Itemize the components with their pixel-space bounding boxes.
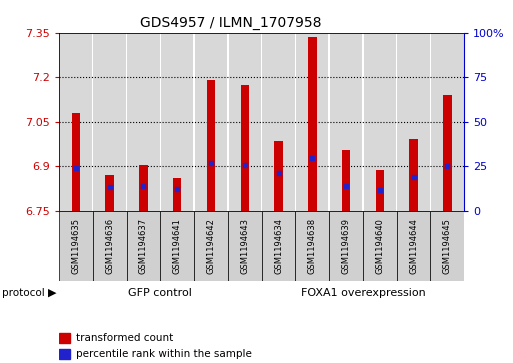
Text: GSM1194641: GSM1194641 [173, 218, 182, 274]
Bar [59, 349, 70, 359]
Bar [72, 113, 80, 211]
Bar [93, 33, 126, 211]
FancyBboxPatch shape [93, 211, 127, 281]
FancyBboxPatch shape [295, 211, 329, 281]
Text: GFP control: GFP control [128, 288, 192, 298]
Bar [342, 150, 350, 211]
Text: transformed count: transformed count [75, 333, 173, 343]
Bar [262, 33, 295, 211]
Bar [161, 33, 193, 211]
Bar [443, 95, 451, 211]
Text: GSM1194645: GSM1194645 [443, 218, 452, 274]
Bar [207, 80, 215, 211]
FancyBboxPatch shape [397, 211, 430, 281]
Text: protocol: protocol [2, 288, 44, 298]
Text: GSM1194640: GSM1194640 [376, 218, 384, 274]
Text: GSM1194638: GSM1194638 [308, 218, 317, 274]
Bar [106, 175, 114, 211]
Bar [241, 85, 249, 211]
FancyBboxPatch shape [430, 211, 464, 281]
Bar [398, 33, 430, 211]
FancyBboxPatch shape [329, 211, 363, 281]
FancyBboxPatch shape [59, 211, 93, 281]
Bar [173, 178, 182, 211]
FancyBboxPatch shape [228, 211, 262, 281]
Bar [376, 170, 384, 211]
FancyBboxPatch shape [262, 211, 295, 281]
Bar [274, 141, 283, 211]
FancyBboxPatch shape [127, 211, 160, 281]
FancyBboxPatch shape [160, 211, 194, 281]
Bar [127, 33, 160, 211]
Bar [364, 33, 396, 211]
Bar [431, 33, 464, 211]
Bar [296, 33, 328, 211]
Bar [228, 33, 261, 211]
Text: GSM1194634: GSM1194634 [274, 218, 283, 274]
Bar [308, 37, 317, 211]
FancyBboxPatch shape [363, 211, 397, 281]
FancyBboxPatch shape [194, 211, 228, 281]
Text: GDS4957 / ILMN_1707958: GDS4957 / ILMN_1707958 [140, 16, 322, 30]
Text: GSM1194636: GSM1194636 [105, 218, 114, 274]
Text: GSM1194635: GSM1194635 [71, 218, 81, 274]
Text: GSM1194637: GSM1194637 [139, 218, 148, 274]
Bar [195, 33, 227, 211]
Text: ▶: ▶ [48, 288, 56, 298]
Text: GSM1194644: GSM1194644 [409, 218, 418, 274]
Bar [59, 333, 70, 343]
Bar [330, 33, 362, 211]
Text: FOXA1 overexpression: FOXA1 overexpression [301, 288, 425, 298]
Text: GSM1194642: GSM1194642 [206, 218, 215, 274]
Text: percentile rank within the sample: percentile rank within the sample [75, 349, 251, 359]
Bar [139, 164, 148, 211]
Bar [409, 139, 418, 211]
Bar [60, 33, 92, 211]
Text: GSM1194639: GSM1194639 [342, 218, 350, 274]
Text: GSM1194643: GSM1194643 [240, 218, 249, 274]
